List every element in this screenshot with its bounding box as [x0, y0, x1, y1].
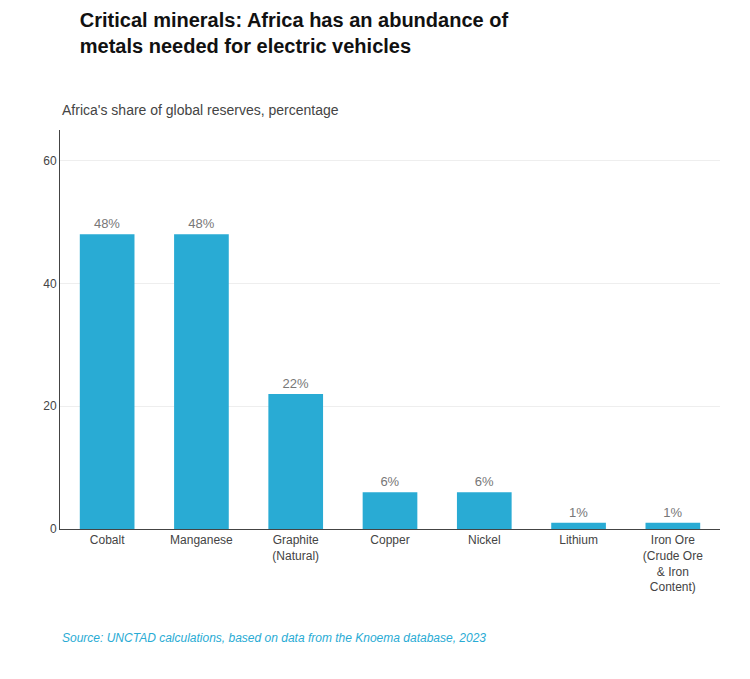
- svg-text:60: 60: [43, 154, 57, 168]
- svg-text:Graphite(Natural): Graphite(Natural): [272, 533, 319, 563]
- svg-text:40: 40: [43, 277, 57, 291]
- svg-text:Africa's share of global reser: Africa's share of global reserves, perce…: [62, 102, 339, 118]
- svg-text:22%: 22%: [282, 376, 308, 391]
- svg-text:Copper: Copper: [370, 533, 409, 547]
- svg-text:1%: 1%: [569, 505, 588, 520]
- svg-text:6%: 6%: [475, 474, 494, 489]
- svg-text:6%: 6%: [380, 474, 399, 489]
- svg-text:48%: 48%: [94, 216, 120, 231]
- svg-text:0: 0: [50, 522, 57, 536]
- svg-text:Lithium: Lithium: [559, 533, 598, 547]
- svg-text:Cobalt: Cobalt: [90, 533, 125, 547]
- svg-text:Nickel: Nickel: [468, 533, 501, 547]
- svg-text:Critical minerals: Africa has: Critical minerals: Africa has an abundan…: [80, 9, 509, 57]
- svg-text:Source: UNCTAD calculations, b: Source: UNCTAD calculations, based on da…: [62, 631, 486, 645]
- svg-text:48%: 48%: [188, 216, 214, 231]
- svg-text:Manganese: Manganese: [170, 533, 233, 547]
- svg-text:1%: 1%: [663, 505, 682, 520]
- svg-text:20: 20: [43, 399, 57, 413]
- svg-text:Iron Ore(Crude Ore& IronConten: Iron Ore(Crude Ore& IronContent): [643, 533, 703, 594]
